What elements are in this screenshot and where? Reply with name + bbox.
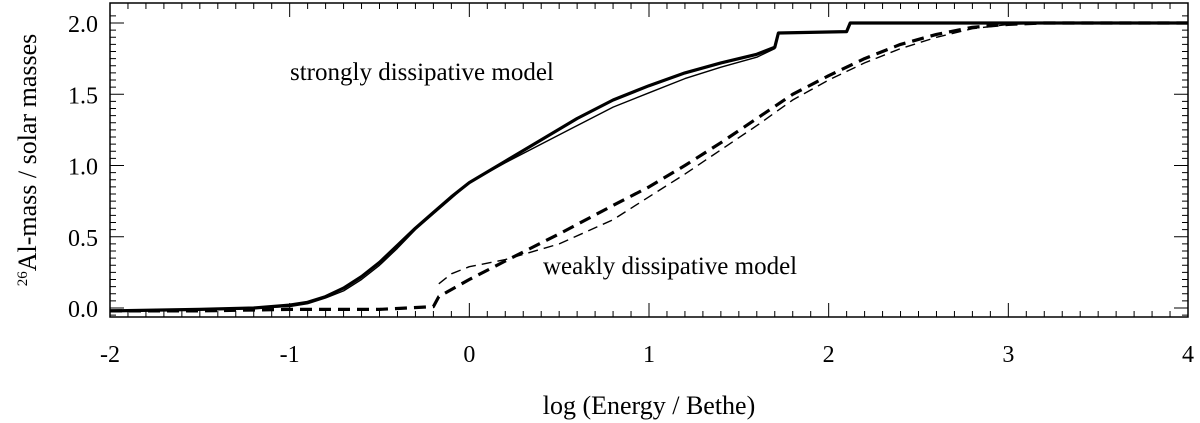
annotation-strongly-dissipative: strongly dissipative model xyxy=(290,59,554,86)
y-tick-label: 0.0 xyxy=(68,297,98,323)
x-tick-label: -1 xyxy=(280,342,300,368)
curves xyxy=(109,21,1188,313)
axis-tick-labels: -2 -1 0 1 2 3 4 0.0 0.5 1.0 1.5 2.0 xyxy=(68,12,1194,368)
x-axis-title: log (Energy / Bethe) xyxy=(543,391,756,420)
y-tick-label: 1.0 xyxy=(68,155,98,181)
y-axis-title-group: 26Al-mass / solar masses xyxy=(13,34,42,287)
y-tick-label: 1.5 xyxy=(68,83,98,109)
svg-text:26Al-mass / solar masses: 26Al-mass / solar masses xyxy=(13,34,42,287)
annotation-weakly-dissipative: weakly dissipative model xyxy=(543,253,797,280)
y-tick-label: 2.0 xyxy=(68,12,98,38)
x-tick-label: 4 xyxy=(1182,342,1194,368)
x-tick-label: -2 xyxy=(100,342,120,368)
x-tick-label: 2 xyxy=(823,342,835,368)
y-axis-title-superscript: 26 xyxy=(15,271,31,287)
series-line-dashed-thick xyxy=(110,21,1188,313)
series-line-dashed-thin xyxy=(438,22,1188,285)
x-tick-label: 3 xyxy=(1002,342,1014,368)
y-axis-title: Al-mass / solar masses xyxy=(13,34,42,272)
series-line-solid-thin xyxy=(109,22,1188,312)
axis-ticks xyxy=(109,3,1189,317)
x-tick-label: 0 xyxy=(463,342,475,368)
x-tick-label: 1 xyxy=(643,342,655,368)
y-tick-label: 0.5 xyxy=(68,226,98,252)
